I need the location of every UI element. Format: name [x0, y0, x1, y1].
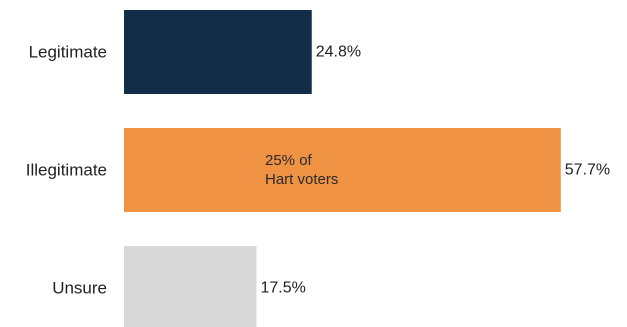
bar-annotation: 25% of Hart voters — [265, 152, 338, 188]
value-label-legitimate: 24.8% — [316, 44, 361, 61]
category-label-unsure: Unsure — [52, 279, 107, 298]
category-labels: Legitimate Illegitimate Unsure — [26, 43, 107, 298]
value-labels: 24.8% 57.7% 17.5% — [260, 44, 610, 297]
bars-group — [124, 10, 561, 327]
category-label-illegitimate: Illegitimate — [26, 161, 107, 180]
annotation-line-2: Hart voters — [265, 171, 338, 188]
annotation-line-1: 25% of — [265, 152, 313, 169]
value-label-illegitimate: 57.7% — [565, 162, 610, 179]
category-label-legitimate: Legitimate — [29, 43, 107, 62]
bar-illegitimate — [124, 128, 561, 212]
value-label-unsure: 17.5% — [260, 280, 305, 297]
bar-legitimate — [124, 10, 312, 94]
bar-unsure — [124, 246, 257, 327]
